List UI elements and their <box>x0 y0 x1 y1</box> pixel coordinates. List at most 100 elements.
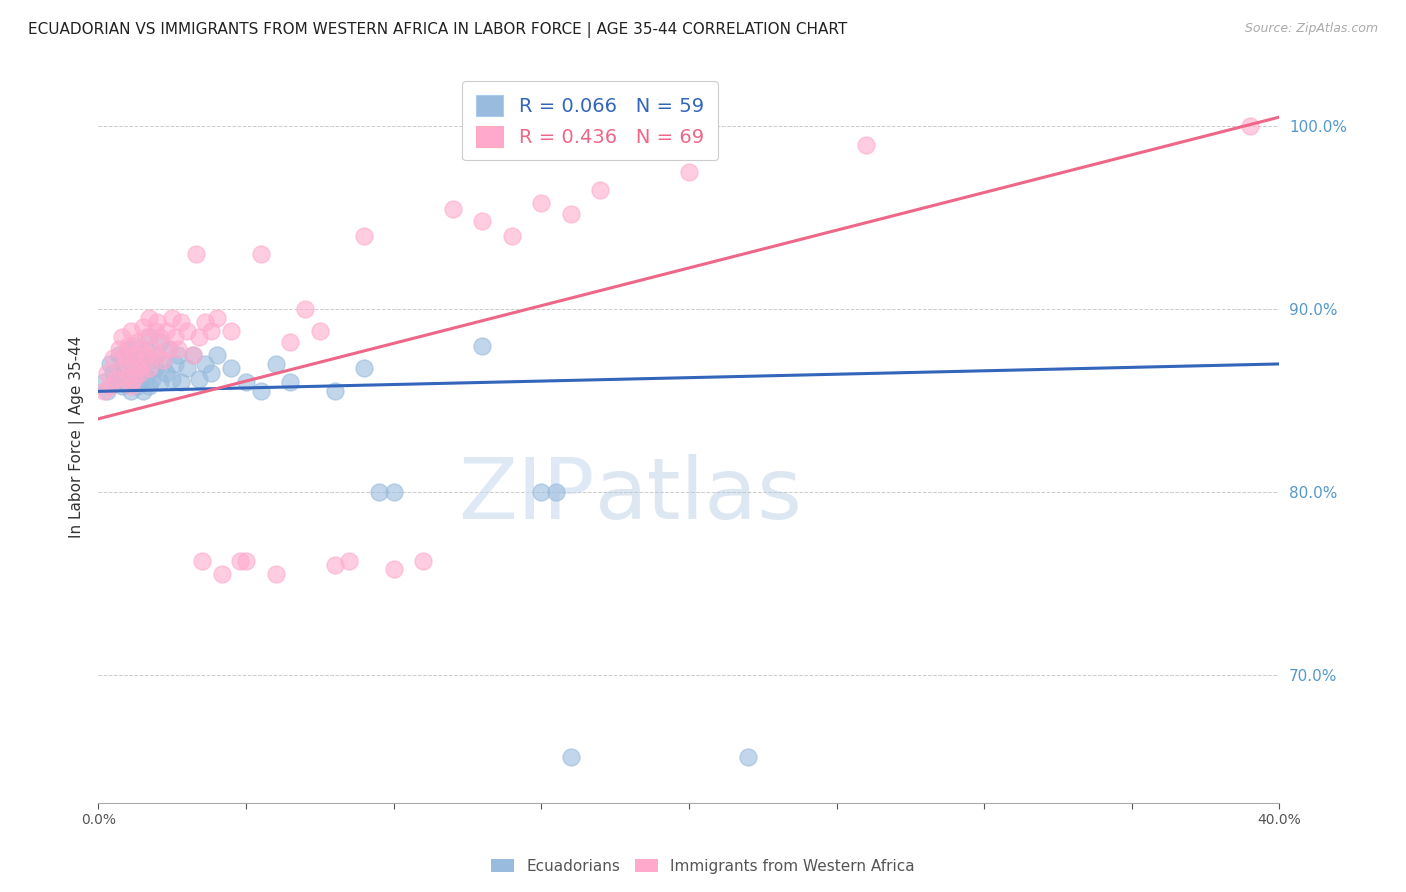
Point <box>128 343 150 357</box>
Point <box>162 371 183 385</box>
Point <box>122 371 145 385</box>
Point <box>176 360 198 375</box>
Point <box>98 357 121 371</box>
Point <box>162 311 183 326</box>
Point <box>96 366 118 380</box>
Point <box>120 384 142 399</box>
Point <box>96 384 118 399</box>
Point <box>149 334 172 349</box>
Point <box>353 228 375 243</box>
Point <box>120 379 142 393</box>
Point <box>132 357 155 371</box>
Point <box>125 379 148 393</box>
Point <box>471 214 494 228</box>
Point <box>250 384 273 399</box>
Point <box>200 366 222 380</box>
Point <box>135 344 157 359</box>
Point <box>117 375 139 389</box>
Point <box>278 334 302 349</box>
Point <box>93 375 115 389</box>
Point <box>200 324 222 338</box>
Point <box>337 554 360 568</box>
Point <box>155 366 177 380</box>
Point <box>138 379 160 393</box>
Point <box>93 384 115 399</box>
Point <box>250 247 273 261</box>
Point <box>125 334 148 349</box>
Point <box>165 357 187 371</box>
Point <box>323 384 346 399</box>
Point <box>309 324 332 338</box>
Point <box>264 357 287 371</box>
Point <box>530 484 553 499</box>
Point <box>205 348 228 362</box>
Point <box>235 554 257 568</box>
Point <box>141 371 163 385</box>
Point <box>187 371 209 385</box>
Point <box>141 353 163 368</box>
Point <box>135 348 157 362</box>
Point <box>117 338 139 352</box>
Point <box>368 484 391 499</box>
Point <box>108 371 131 385</box>
Point <box>678 165 700 179</box>
Point <box>181 348 204 362</box>
Point <box>501 228 523 243</box>
Point <box>105 371 128 385</box>
Point <box>111 329 134 343</box>
Point <box>187 329 209 343</box>
Point <box>146 348 169 362</box>
Point <box>143 324 166 338</box>
Point <box>146 315 169 329</box>
Point <box>111 379 134 393</box>
Point <box>128 366 150 380</box>
Point <box>117 357 139 371</box>
Legend: Ecuadorians, Immigrants from Western Africa: Ecuadorians, Immigrants from Western Afr… <box>485 853 921 880</box>
Point <box>132 357 155 371</box>
Point <box>165 329 187 343</box>
Point <box>143 360 166 375</box>
Point <box>194 357 217 371</box>
Point <box>471 338 494 352</box>
Point <box>737 750 759 764</box>
Point <box>111 360 134 375</box>
Point <box>125 360 148 375</box>
Point <box>205 311 228 326</box>
Point <box>132 320 155 334</box>
Point <box>125 360 148 375</box>
Point <box>264 567 287 582</box>
Point <box>138 329 160 343</box>
Point <box>157 343 180 357</box>
Point <box>589 183 612 197</box>
Point <box>157 343 180 357</box>
Point <box>181 348 204 362</box>
Point <box>138 311 160 326</box>
Point <box>235 375 257 389</box>
Point <box>278 375 302 389</box>
Point <box>382 562 405 576</box>
Point <box>152 357 174 371</box>
Point <box>560 750 582 764</box>
Point <box>353 360 375 375</box>
Point <box>108 348 131 362</box>
Point <box>108 343 131 357</box>
Point <box>167 348 190 362</box>
Point <box>294 301 316 316</box>
Point <box>530 196 553 211</box>
Text: ECUADORIAN VS IMMIGRANTS FROM WESTERN AFRICA IN LABOR FORCE | AGE 35-44 CORRELAT: ECUADORIAN VS IMMIGRANTS FROM WESTERN AF… <box>28 22 848 38</box>
Point <box>1239 119 1261 133</box>
Y-axis label: In Labor Force | Age 35-44: In Labor Force | Age 35-44 <box>69 336 84 538</box>
Point <box>146 348 169 362</box>
Point <box>441 202 464 216</box>
Point <box>194 315 217 329</box>
Point <box>544 484 567 499</box>
Point <box>323 558 346 573</box>
Point <box>105 375 128 389</box>
Point <box>103 351 125 366</box>
Point <box>176 324 198 338</box>
Text: ZIP: ZIP <box>458 454 595 537</box>
Point <box>128 375 150 389</box>
Point <box>120 357 142 371</box>
Point <box>120 324 142 338</box>
Point <box>122 371 145 385</box>
